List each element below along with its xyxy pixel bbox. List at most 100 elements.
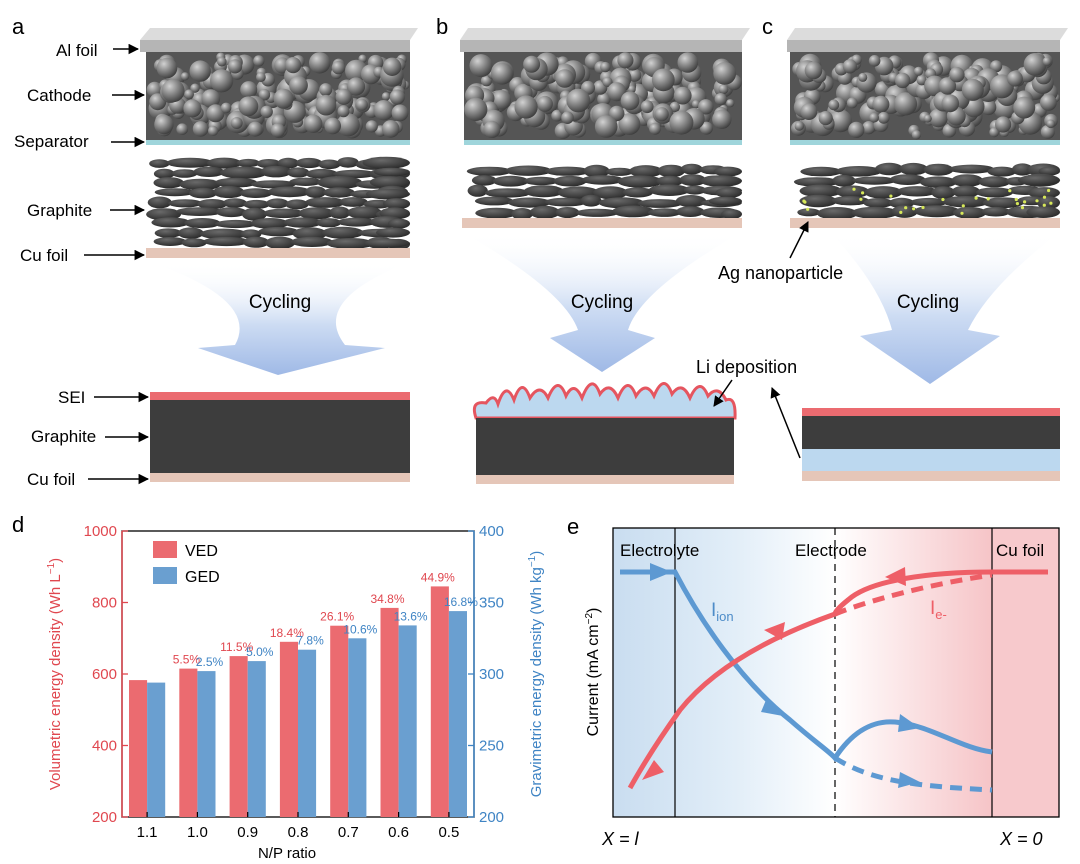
graphite-flake — [680, 163, 703, 175]
arrow-ag-nanoparticle — [789, 221, 809, 259]
panel-c: c Ag nanoparticle Cycling — [718, 14, 1068, 481]
bar-ged — [348, 638, 367, 818]
graphite-flake — [835, 185, 870, 198]
x-tick-label: 0.9 — [237, 824, 258, 841]
cathode-particle — [714, 93, 727, 106]
graphite-flake — [1028, 187, 1060, 199]
cathode-particle — [794, 121, 804, 131]
cathode-particle — [1013, 96, 1036, 119]
y-tick-label-right: 400 — [479, 523, 504, 540]
graphite-flake — [171, 169, 198, 178]
cathode-particle — [389, 89, 405, 105]
graphite-flake — [466, 166, 512, 176]
graphite-flake — [832, 174, 856, 187]
graphite-flake — [799, 184, 843, 198]
cathode-particle — [594, 115, 618, 138]
graphite-flake — [318, 159, 341, 170]
cathode-particle — [698, 99, 714, 115]
graphite-flake — [931, 186, 956, 200]
bar-ved — [380, 607, 399, 817]
sei-layer — [150, 392, 410, 400]
graphite-flake — [369, 176, 410, 189]
graphite-flake — [154, 228, 182, 238]
arrow-li-deposition-b — [713, 379, 733, 407]
cathode-particle — [161, 79, 185, 103]
graphite-flake — [622, 187, 654, 198]
graphite-flake — [800, 166, 843, 177]
data-label-ved: 26.1% — [320, 610, 354, 624]
separator-b — [464, 140, 742, 145]
graphite-flake — [505, 165, 552, 176]
graphite-flake — [799, 194, 838, 208]
cathode-particle — [192, 121, 209, 137]
graphite-flake — [383, 198, 410, 209]
cathode-particle — [941, 94, 960, 113]
graphite-flake — [323, 187, 355, 198]
cathode-particle — [894, 72, 911, 89]
graphite-flake — [471, 175, 497, 186]
cathode-particle — [480, 75, 493, 87]
label-graphite-after: Graphite — [31, 427, 96, 446]
label-separator: Separator — [14, 132, 89, 151]
cathode-particle — [726, 99, 735, 108]
ion-arrowhead-1 — [650, 563, 672, 581]
cathode-particle — [220, 102, 232, 114]
graphite-flake — [891, 205, 918, 218]
graphite-flake — [362, 156, 411, 169]
al-foil-b — [460, 40, 742, 52]
cathode-particle — [491, 90, 512, 110]
graphite-flake — [213, 185, 245, 199]
graphite-flake — [239, 188, 273, 199]
graphite-flake — [250, 218, 290, 229]
cathode-particle — [514, 95, 538, 119]
cathode-particle — [285, 57, 302, 74]
cathode-particle — [990, 60, 1003, 73]
cathode-particle — [491, 62, 513, 85]
ag-nanoparticle — [852, 187, 856, 191]
y-axis-title-left: Volumetric energy density (Wh L−1) — [46, 558, 64, 790]
graphite-flakes-b — [466, 163, 743, 220]
y-tick-label-right: 300 — [479, 666, 504, 683]
cathode-particle — [176, 123, 188, 135]
y-axis-title-e: Current (mA cm−2) — [584, 608, 602, 737]
cathode-particle — [154, 114, 174, 135]
graphite-flake — [675, 195, 707, 208]
graphite-flake — [347, 206, 382, 220]
cathode-particle — [184, 89, 195, 100]
cathode-particle — [913, 66, 924, 76]
data-label-ged: 16.8% — [444, 595, 478, 609]
li-deposition-layer — [472, 382, 737, 420]
data-label-ged: 5.0% — [246, 645, 274, 659]
ag-nanoparticle — [806, 207, 810, 211]
cathode-particle — [607, 82, 627, 102]
graphite-flake — [175, 207, 224, 217]
cathode-particle — [469, 54, 493, 78]
graphite-flake — [637, 199, 683, 208]
al-foil-top-b — [460, 28, 750, 40]
graphite-flake — [511, 208, 533, 220]
cathode-particles — [146, 52, 410, 139]
graphite-flake — [523, 185, 564, 198]
graphite-flake — [206, 157, 242, 169]
electron-arrowhead-1 — [885, 567, 906, 586]
graphite-flake — [149, 159, 170, 168]
graphite-flake — [316, 218, 342, 228]
panel-b: b Cycling Li deposition — [436, 14, 801, 484]
graphite-flake — [222, 198, 247, 208]
graphite-flake — [332, 169, 377, 179]
graphite-flake — [593, 186, 628, 200]
graphite-flake — [153, 168, 175, 179]
cycling-arrow-b — [462, 232, 742, 372]
bar-ged — [147, 682, 166, 817]
graphite-flake — [197, 199, 228, 210]
graphite-flake — [529, 205, 560, 219]
x-tick-label: 0.8 — [288, 824, 309, 841]
x-axis-title: N/P ratio — [258, 845, 316, 862]
ag-nanoparticle — [802, 199, 806, 203]
cathode-particle — [260, 105, 273, 119]
cathode-particle — [483, 120, 501, 138]
data-label-ged: 10.6% — [343, 622, 377, 636]
cathode-particle — [712, 109, 732, 129]
graphite-flake — [277, 157, 300, 169]
ag-nanoparticle — [1049, 201, 1053, 205]
